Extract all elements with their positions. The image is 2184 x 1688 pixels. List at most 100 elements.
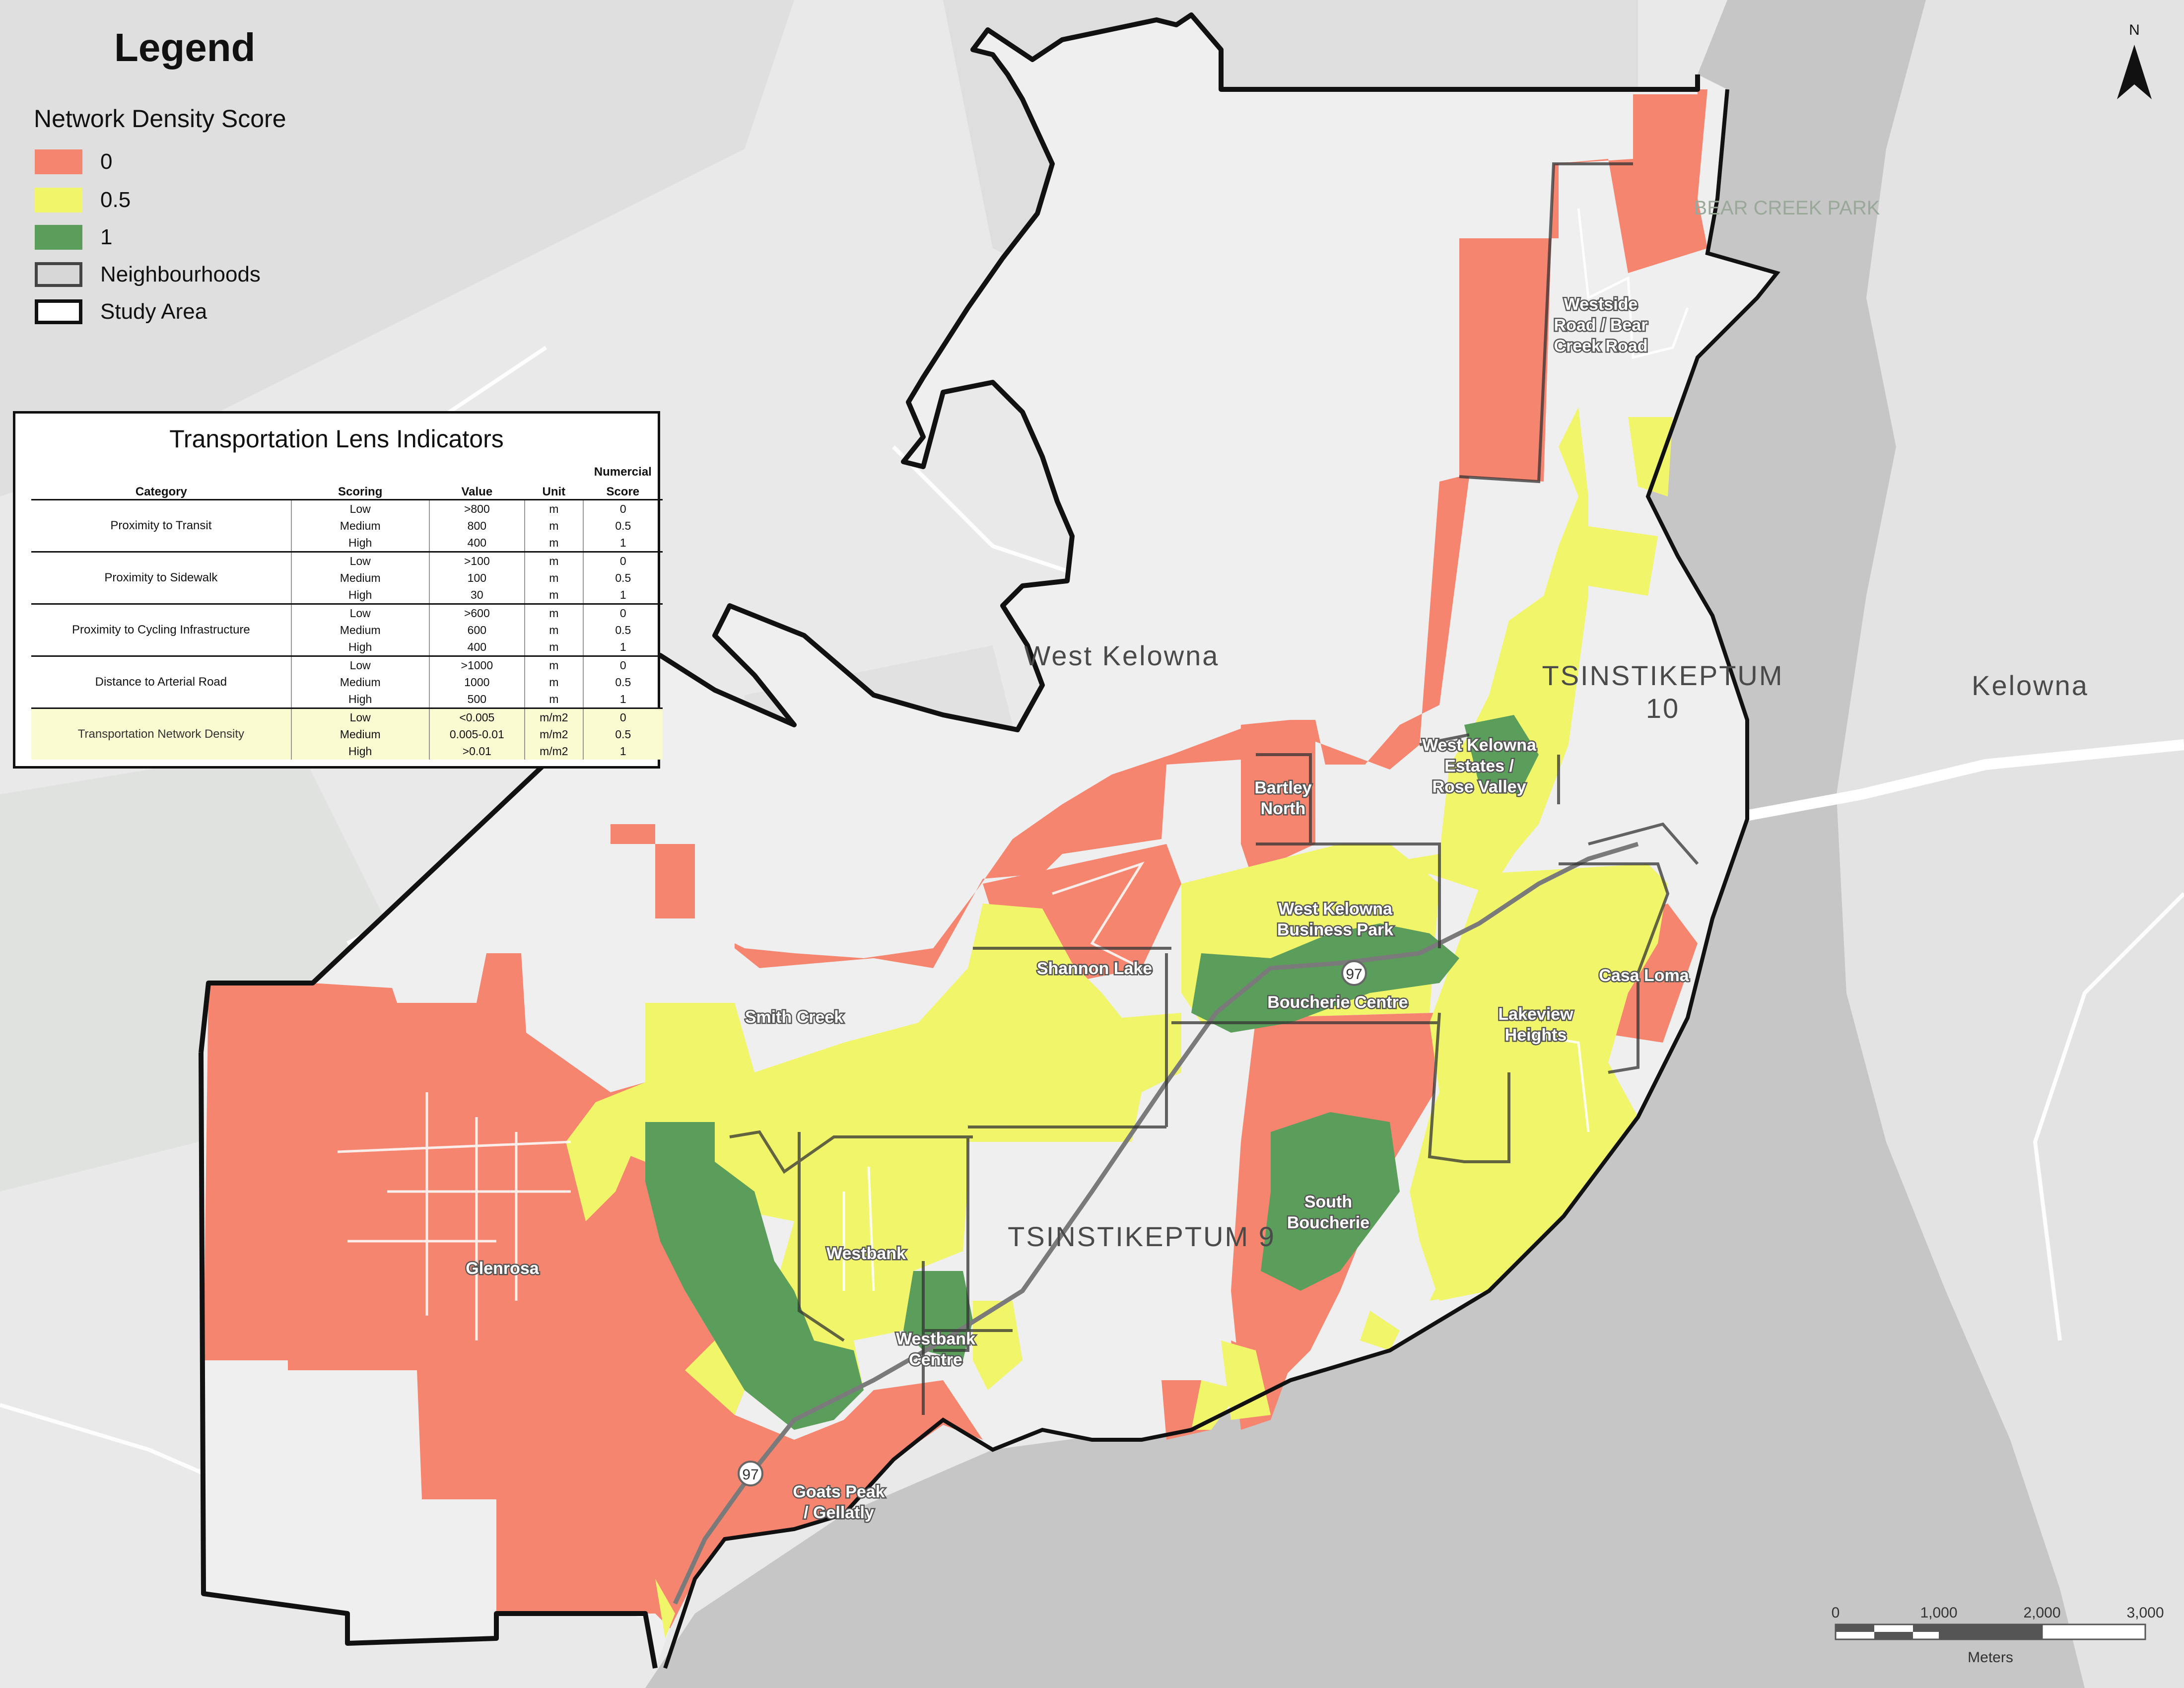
header-category: Category	[31, 479, 291, 500]
indicator-row: Medium 800 m 0.5	[31, 517, 663, 534]
indicator-score: 1	[582, 743, 663, 760]
highway-shield-icon	[738, 1461, 763, 1486]
legend-item-neighbourhoods: Neighbourhoods	[35, 261, 261, 288]
scale-bar: 0 1,000 2,000 3,000 Meters	[1817, 1599, 2174, 1673]
indicator-unit: m/m2	[524, 743, 583, 760]
hood-label-bartley: North	[1261, 799, 1306, 818]
hood-label-estates: West Kelowna	[1422, 736, 1537, 755]
hood-label-westbank-centre: Centre	[909, 1350, 962, 1369]
indicator-unit: m	[524, 586, 583, 605]
hood-label-south-boucherie: South	[1304, 1193, 1352, 1211]
indicator-value: >600	[428, 604, 525, 622]
scale-tick-2000: 2,000	[2023, 1605, 2060, 1621]
indicator-value: >800	[428, 499, 525, 517]
hood-label-westbank-centre: Westbank	[896, 1330, 975, 1348]
indicator-value: >0.01	[428, 743, 525, 760]
indicator-score: 1	[582, 534, 663, 553]
indicator-scoring: High	[290, 638, 429, 657]
indicator-row: Medium 600 m 0.5	[31, 622, 663, 638]
score-0-zones	[204, 89, 1707, 1628]
score-1-zones	[645, 715, 1539, 1430]
indicator-scoring: Low	[290, 604, 429, 622]
indicator-row: Medium 100 m 0.5	[31, 569, 663, 586]
indicator-scoring: High	[290, 691, 429, 709]
indicator-score: 0	[582, 708, 663, 726]
hood-label-casa-loma: Casa Loma	[1599, 966, 1689, 985]
hood-label-glenrosa: Glenrosa	[466, 1259, 539, 1278]
legend-label: Neighbourhoods	[100, 262, 261, 286]
legend-swatch	[35, 188, 82, 212]
indicator-row: Medium 0.005-0.01 m/m2 0.5	[31, 726, 663, 743]
indicator-unit: m	[524, 622, 583, 638]
north-arrow-icon: N	[2117, 22, 2152, 99]
place-label-tsinstikeptum-10: TSINSTIKEPTUM	[1542, 660, 1783, 691]
indicator-unit: m	[524, 534, 583, 553]
indicator-score: 1	[582, 638, 663, 657]
hood-label-bartley: Bartley	[1254, 778, 1311, 797]
place-label-tsinstikeptum-9: TSINSTIKEPTUM 9	[1008, 1221, 1276, 1252]
legend-label: 0.5	[100, 188, 131, 212]
legend-label: 1	[100, 225, 113, 249]
indicator-score: 0	[582, 604, 663, 622]
terrain-shading	[0, 0, 794, 496]
header-score-line2: Score	[583, 479, 663, 500]
indicator-scoring: High	[290, 586, 429, 605]
shoreline	[663, 89, 1780, 1669]
okanagan-lake	[645, 0, 2085, 1688]
indicator-scoring: Low	[290, 656, 429, 674]
hood-label-goats-peak: / Gellatly	[804, 1503, 874, 1522]
hood-label-south-boucherie: Boucherie	[1287, 1213, 1369, 1232]
highway-97-label: 97	[742, 1467, 758, 1483]
indicator-row: Proximity to Cycling Infrastructure Low >6…	[31, 604, 663, 657]
kelowna-shore	[1837, 0, 2184, 1688]
highway-97-label: 97	[1346, 966, 1362, 983]
indicator-value: <0.005	[428, 708, 525, 726]
indicator-scoring: Low	[290, 552, 429, 569]
legend-swatch	[35, 262, 82, 287]
legend: Legend Network Density Score 0 0.5 1 Nei…	[15, 15, 333, 343]
hood-label-westside: Westside	[1564, 295, 1638, 314]
north-label: N	[2129, 22, 2140, 38]
indicator-row: Proximity to Sidewalk Low >100 m 0	[31, 552, 663, 605]
legend-swatch	[35, 225, 82, 250]
indicators-body: Proximity to Transit Low >800 m 0 Medium 800 m 0…	[31, 499, 663, 760]
indicator-score: 1	[582, 691, 663, 709]
indicator-scoring: Medium	[290, 569, 429, 586]
hood-label-estates: Rose Valley	[1432, 777, 1526, 796]
indicator-scoring: Medium	[290, 674, 429, 691]
indicator-category: Proximity to Cycling Infrastructure	[31, 604, 291, 657]
scale-tick-3000: 3,000	[2126, 1605, 2164, 1621]
indicator-unit: m	[524, 552, 583, 569]
hood-label-goats-peak: Goats Peak	[793, 1482, 885, 1501]
indicator-unit: m	[524, 674, 583, 691]
legend-item-score-0: 0	[35, 148, 112, 176]
indicator-category: Distance to Arterial Road	[31, 656, 291, 709]
indicator-value: 800	[428, 517, 525, 534]
indicator-value: 100	[428, 569, 525, 586]
hood-label-westside: Road / Bear	[1554, 316, 1648, 335]
legend-item-score-1: 1	[35, 223, 112, 251]
indicator-row: High 500 m 1	[31, 691, 663, 709]
header-score-line1: Numercial	[594, 465, 652, 479]
indicator-unit: m	[524, 656, 583, 674]
place-label-bear-creek-park: BEAR CREEK PARK	[1694, 197, 1880, 219]
indicator-score: 0	[582, 499, 663, 517]
neighbourhood-boundaries	[729, 162, 1699, 1415]
indicator-row: High 400 m 1	[31, 638, 663, 657]
indicator-value: 600	[428, 622, 525, 638]
bridge	[1726, 739, 2184, 825]
scale-bar-graphic: 0 1,000 2,000 3,000 Meters	[1832, 1605, 2164, 1666]
indicator-value: 500	[428, 691, 525, 709]
indicator-row: Medium 1000 m 0.5	[31, 674, 663, 691]
header-scoring: Scoring	[291, 479, 429, 500]
place-label-kelowna: Kelowna	[1972, 670, 2089, 701]
header-value: Value	[429, 479, 525, 500]
hood-label-business-park: West Kelowna	[1278, 900, 1393, 918]
scale-unit: Meters	[1968, 1649, 2013, 1666]
indicator-value: >1000	[428, 656, 525, 674]
indicator-score: 0	[582, 656, 663, 674]
scale-tick-1000: 1,000	[1920, 1605, 1957, 1621]
legend-swatch	[35, 149, 82, 174]
indicator-unit: m	[524, 499, 583, 517]
indicator-unit: m	[524, 569, 583, 586]
